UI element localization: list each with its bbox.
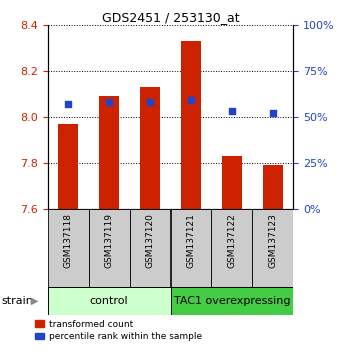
Legend: transformed count, percentile rank within the sample: transformed count, percentile rank withi… [35,320,202,341]
Bar [140,87,160,209]
Bar [99,96,119,209]
Bar [48,209,89,287]
Text: GSM137118: GSM137118 [64,213,73,268]
Point [147,99,153,105]
Text: GSM137120: GSM137120 [146,213,154,268]
Text: control: control [90,296,129,306]
Point [188,97,194,103]
Bar [89,209,130,287]
Point [106,99,112,105]
Bar [181,41,201,209]
Title: GDS2451 / 253130_at: GDS2451 / 253130_at [102,11,239,24]
Bar [263,165,283,209]
Text: GSM137123: GSM137123 [268,213,277,268]
Text: TAC1 overexpressing: TAC1 overexpressing [174,296,290,306]
Bar [222,156,242,209]
Bar [252,209,293,287]
Point [229,108,235,114]
Bar [48,287,170,315]
Text: strain: strain [2,296,33,306]
Point [65,101,71,107]
Bar [170,287,293,315]
Text: GSM137121: GSM137121 [187,213,195,268]
Text: GSM137119: GSM137119 [105,213,114,268]
Text: ▶: ▶ [31,296,39,306]
Bar [211,209,252,287]
Text: GSM137122: GSM137122 [227,213,236,268]
Bar [130,209,170,287]
Bar [170,209,211,287]
Bar [58,124,78,209]
Point [270,110,276,116]
